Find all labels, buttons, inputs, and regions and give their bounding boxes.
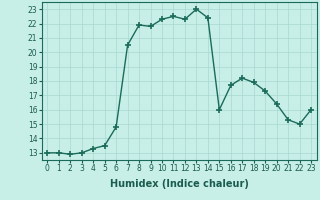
X-axis label: Humidex (Indice chaleur): Humidex (Indice chaleur): [110, 179, 249, 189]
